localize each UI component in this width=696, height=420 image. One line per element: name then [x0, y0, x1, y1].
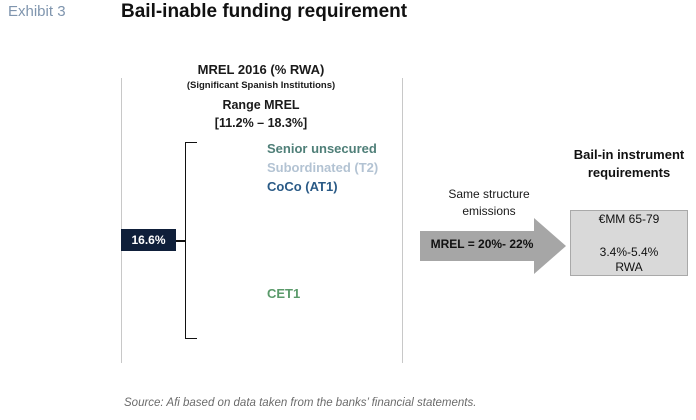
same-structure-label: Same structure emissions — [448, 187, 530, 218]
bailin-title: Bail-in instrument requirements — [573, 147, 685, 180]
layer-subordinated: Subordinated (T2) — [267, 160, 379, 175]
range-value: [11.2% – 18.3%] — [214, 116, 308, 130]
bracket — [185, 142, 197, 339]
exhibit-title: Bail-inable funding requirement — [121, 1, 408, 22]
layer-cet1: CET1 — [267, 286, 301, 301]
bracket-connector — [176, 240, 186, 242]
bailin-box — [570, 210, 688, 276]
range-title: Range MREL — [222, 98, 300, 112]
arrow-label: MREL = 20%- 22% — [430, 237, 534, 251]
layer-senior-unsecured: Senior unsecured — [267, 141, 377, 156]
mrel-panel-subtitle: (Significant Spanish Institutions) — [186, 80, 336, 91]
mrel-marker-badge: 16.6% — [121, 229, 176, 251]
layer-coco: CoCo (AT1) — [267, 179, 338, 194]
mrel-panel-title: MREL 2016 (% RWA) — [197, 62, 325, 77]
source-note: Source: Afi based on data taken from the… — [124, 397, 477, 409]
bailin-amount: €MM 65-79 — [598, 212, 660, 226]
bailin-unit: RWA — [615, 260, 643, 274]
mrel-panel-frame — [121, 78, 403, 363]
exhibit-label: Exhibit 3 — [8, 3, 66, 20]
arrow-right-icon — [420, 218, 566, 274]
bailin-pct: 3.4%-5.4% — [599, 245, 659, 259]
arrow-shape — [420, 218, 566, 274]
